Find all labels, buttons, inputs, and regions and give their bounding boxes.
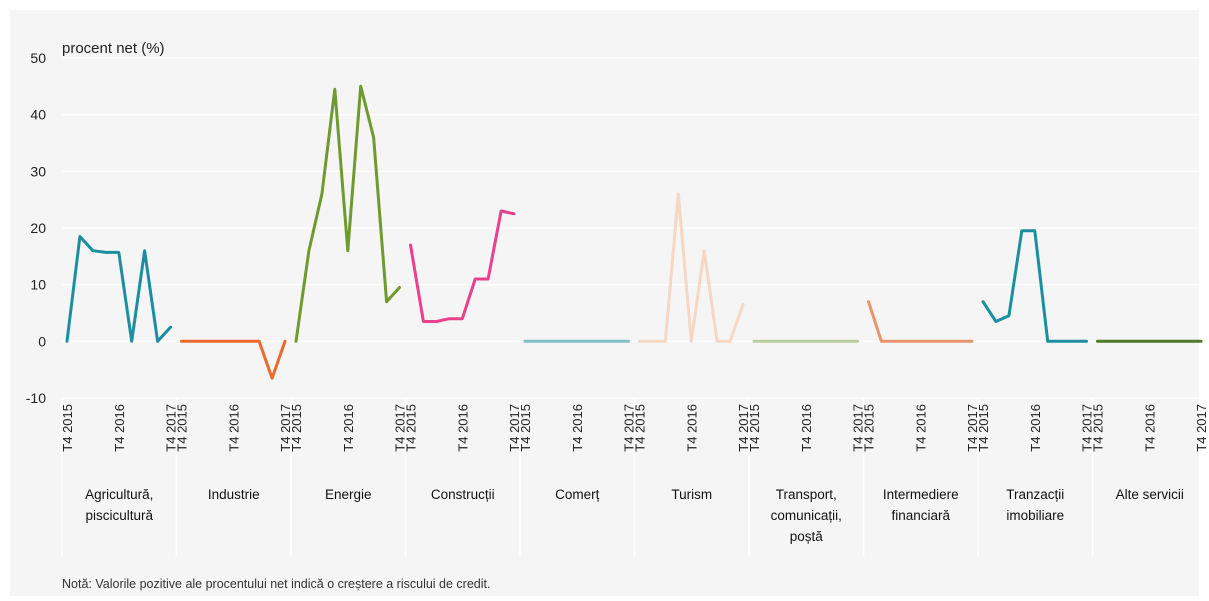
x-tick-label-6-1: T4 2016 xyxy=(799,404,814,452)
x-tick-label-9-1: T4 2016 xyxy=(1142,404,1157,452)
sector-label-4-0: Comerț xyxy=(555,487,600,502)
sector-label-1-0: Industrie xyxy=(208,487,260,502)
x-tick-label-1-1: T4 2016 xyxy=(226,404,241,452)
sector-label-6-1: comunicații, xyxy=(771,508,842,523)
y-tick-label-4: 10 xyxy=(30,277,46,293)
x-tick-label-2-1: T4 2016 xyxy=(341,404,356,452)
x-tick-label-4-1: T4 2016 xyxy=(570,404,585,452)
y-tick-label-1: 40 xyxy=(30,107,46,123)
x-tick-label-8-0: T4 2015 xyxy=(976,404,991,452)
series-line-0 xyxy=(67,237,171,342)
gridlines xyxy=(62,58,1207,398)
sector-label-7-0: Intermediere xyxy=(883,487,959,502)
sector-label-7-1: financiară xyxy=(892,508,951,523)
series-line-8 xyxy=(983,231,1087,341)
series-line-1 xyxy=(182,341,286,378)
x-tick-label-7-1: T4 2016 xyxy=(913,404,928,452)
y-axis-label: procent net (%) xyxy=(62,40,165,57)
sector-label-8-1: imobiliare xyxy=(1006,508,1064,523)
x-tick-label-0-1: T4 2016 xyxy=(112,404,127,452)
x-tick-label-0-0: T4 2015 xyxy=(60,404,75,452)
x-tick-label-3-0: T4 2015 xyxy=(404,404,419,452)
x-axis-tick-labels: T4 2015 T4 2016 T4 2017 T4 2015 T4 2016 T4 20… xyxy=(60,404,1209,452)
sector-label-0-0: Agricultură, xyxy=(85,487,153,502)
x-tick-label-6-0: T4 2015 xyxy=(747,404,762,452)
sector-label-0-1: piscicultură xyxy=(86,508,154,523)
y-tick-label-0: 50 xyxy=(30,50,46,66)
x-tick-label-3-1: T4 2016 xyxy=(455,404,470,452)
x-tick-label-2-0: T4 2015 xyxy=(289,404,304,452)
series-lines xyxy=(67,86,1201,378)
x-tick-label-5-0: T4 2015 xyxy=(633,404,648,452)
sector-label-6-0: Transport, xyxy=(776,487,837,502)
sector-label-3-0: Construcții xyxy=(431,487,495,502)
series-line-2 xyxy=(296,86,400,341)
x-tick-label-5-1: T4 2016 xyxy=(684,404,699,452)
y-axis: 50 40 30 20 10 0 -10 xyxy=(26,50,46,406)
x-tick-label-8-1: T4 2016 xyxy=(1028,404,1043,452)
sector-label-6-2: poștă xyxy=(790,529,824,544)
x-tick-label-9-2: T4 2017 xyxy=(1194,404,1209,452)
series-line-5 xyxy=(640,194,744,341)
y-tick-label-3: 20 xyxy=(30,220,46,236)
chart-note: Notă: Valorile pozitive ale procentului … xyxy=(62,577,490,591)
sector-label-8-0: Tranzacții xyxy=(1006,487,1064,502)
series-line-7 xyxy=(869,302,973,342)
y-tick-label-2: 30 xyxy=(30,163,46,179)
sector-label-9-0: Alte servicii xyxy=(1116,487,1184,502)
sector-label-2-0: Energie xyxy=(325,487,372,502)
x-tick-label-1-0: T4 2015 xyxy=(175,404,190,452)
y-tick-label-5: 0 xyxy=(38,333,46,349)
x-tick-label-7-0: T4 2015 xyxy=(862,404,877,452)
y-tick-label-6: -10 xyxy=(26,390,46,406)
x-tick-label-4-0: T4 2015 xyxy=(518,404,533,452)
x-tick-label-9-0: T4 2015 xyxy=(1091,404,1106,452)
sector-label-5-0: Turism xyxy=(671,487,712,502)
